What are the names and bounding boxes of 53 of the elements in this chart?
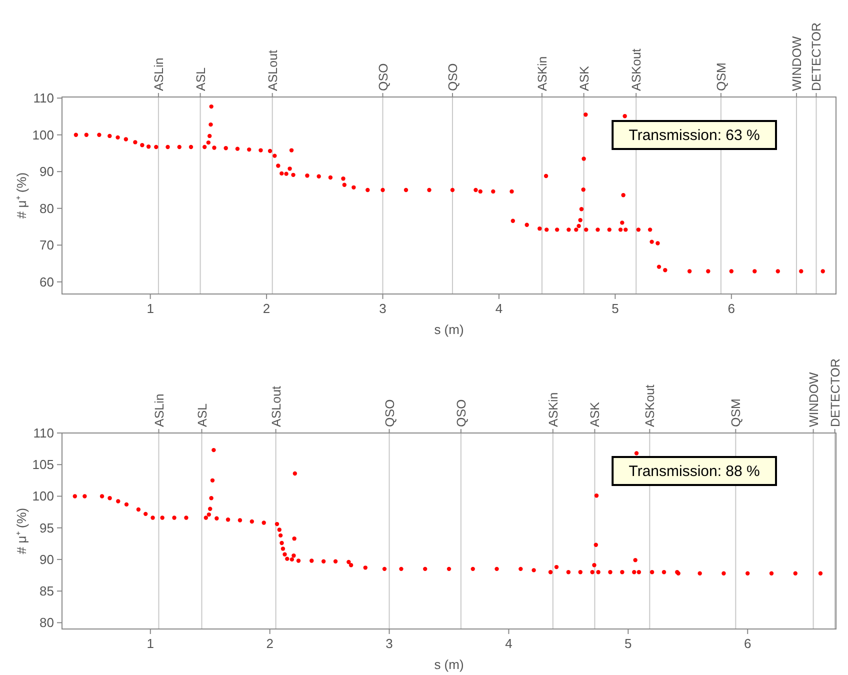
y-axis-title: # μ⁺ (%) [14, 172, 29, 219]
x-tick-label: 2 [262, 301, 270, 316]
x-tick-label: 4 [505, 636, 512, 651]
ref-line-label: ASL [195, 403, 210, 427]
x-tick-label: 3 [379, 301, 386, 316]
y-tick-label: 70 [40, 238, 54, 253]
ref-line-label: ASLout [269, 385, 284, 427]
ref-line-label: WINDOW [790, 36, 804, 91]
ref-line-label: ASK [588, 401, 602, 427]
x-axis-title: s (m) [434, 322, 464, 337]
ref-line-label: ASLout [266, 49, 280, 91]
y-tick-label: 90 [40, 164, 54, 180]
x-tick-label: 5 [612, 301, 619, 316]
x-tick-label: 6 [728, 301, 736, 316]
x-tick-label: 6 [744, 636, 752, 651]
ref-line-label: QSO [454, 398, 468, 427]
ref-line-label: ASKin [535, 56, 550, 91]
ref-line-label: DETECTOR [828, 358, 842, 427]
x-tick-label: 1 [146, 301, 154, 316]
x-tick-label: 2 [266, 636, 274, 651]
ref-line-label: ASLin [152, 394, 166, 427]
ref-line-label: ASLin [152, 58, 166, 91]
y-tick-label: 80 [40, 615, 54, 630]
annotation: Transmission: 63 % [628, 127, 760, 144]
y-tick-label: 110 [33, 426, 54, 440]
ref-line-label: QSO [376, 62, 390, 91]
ref-line-label: ASK [577, 65, 592, 91]
ref-line-label: QSO [446, 62, 460, 91]
ref-line-label: ASKout [643, 384, 658, 427]
x-tick-label: 4 [495, 301, 503, 316]
y-tick-label: 105 [32, 457, 54, 472]
y-tick-label: 100 [32, 127, 54, 142]
x-tick-label: 3 [386, 636, 393, 651]
y-tick-label: 95 [40, 520, 54, 536]
x-axis-title: s (m) [434, 657, 464, 672]
ref-line-label: WINDOW [806, 372, 821, 427]
y-tick-label: 85 [40, 584, 54, 599]
y-tick-label: 60 [40, 274, 54, 290]
annotation: Transmission: 88 % [628, 463, 760, 480]
ref-line-label: ASKin [546, 392, 560, 427]
y-tick-label: 110 [33, 90, 54, 106]
ref-line-label: QSO [382, 398, 397, 427]
x-tick-label: 1 [146, 636, 154, 651]
y-tick-label: 80 [40, 200, 54, 216]
x-tick-label: 5 [624, 636, 632, 651]
ref-line-label: ASL [194, 67, 208, 91]
ref-line-label: QSM [714, 62, 728, 91]
ref-line-label: ASKout [630, 48, 644, 91]
ref-line-label: DETECTOR [810, 22, 824, 91]
y-axis-title: # μ⁺ (%) [14, 508, 29, 554]
ref-line-label: QSM [729, 398, 744, 427]
y-tick-label: 100 [32, 488, 54, 504]
y-tick-label: 90 [40, 552, 54, 567]
